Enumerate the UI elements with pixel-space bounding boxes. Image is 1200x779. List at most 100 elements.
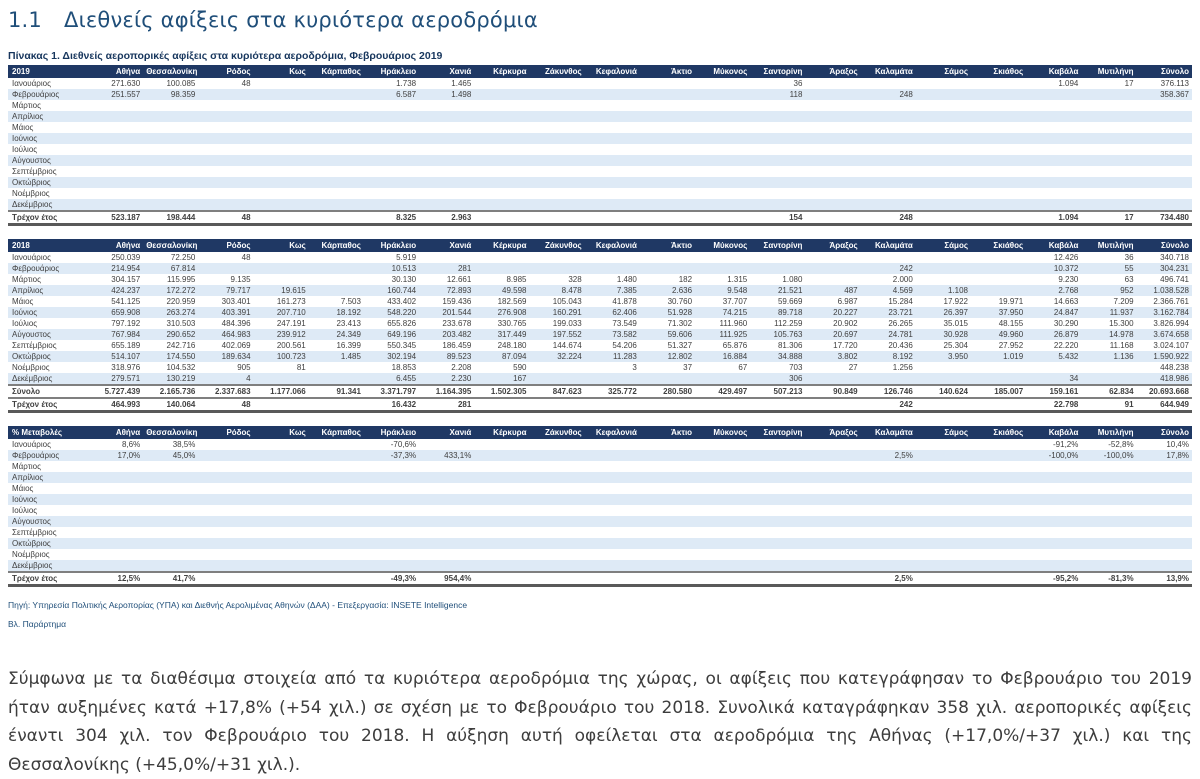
table-cell bbox=[143, 111, 199, 122]
table-cell bbox=[695, 472, 751, 483]
table-cell bbox=[750, 450, 806, 461]
table-cell: 734.480 bbox=[1136, 210, 1192, 226]
column-header: Ρόδος bbox=[198, 239, 254, 252]
table-cell bbox=[695, 494, 751, 505]
table-cell bbox=[1081, 461, 1136, 472]
table-cell bbox=[916, 505, 971, 516]
table-cell: 952 bbox=[1081, 285, 1137, 296]
table-cell bbox=[1081, 177, 1137, 188]
table-cell bbox=[309, 439, 364, 450]
table-cell bbox=[639, 373, 696, 385]
table-cell: 161.273 bbox=[276, 297, 306, 306]
table-cell bbox=[584, 111, 640, 122]
table-cell bbox=[363, 155, 420, 166]
table-cell: 72.893 bbox=[419, 285, 475, 296]
table-cell: 37 bbox=[683, 363, 693, 372]
table-cell bbox=[640, 549, 695, 560]
table-cell bbox=[971, 285, 1027, 296]
table-cell bbox=[530, 100, 585, 111]
table-cell: 3.802 bbox=[805, 351, 861, 362]
table-cell bbox=[253, 472, 309, 483]
table-cell bbox=[308, 285, 364, 296]
table-cell bbox=[971, 100, 1026, 111]
table-cell: 8.478 bbox=[529, 285, 585, 296]
table-cell: 34 bbox=[1026, 373, 1082, 385]
table-cell: 72.250 bbox=[170, 253, 196, 262]
table-cell bbox=[971, 252, 1026, 263]
column-header: Καβάλα bbox=[1026, 65, 1082, 78]
table-cell bbox=[143, 122, 198, 133]
column-header: Κεφαλονιά bbox=[584, 426, 640, 439]
table-cell bbox=[254, 122, 309, 133]
table-cell: 115.995 bbox=[167, 275, 196, 284]
table-cell: 1.136 bbox=[1081, 351, 1137, 362]
table-cell bbox=[419, 188, 474, 199]
table-cell bbox=[971, 397, 1027, 413]
table-cell bbox=[419, 111, 475, 122]
table-cell bbox=[805, 144, 860, 155]
table-cell bbox=[529, 210, 585, 226]
row-label: Μάιος bbox=[12, 484, 34, 493]
table-cell bbox=[474, 210, 530, 226]
table-cell bbox=[198, 571, 254, 587]
table-cell: 27 bbox=[848, 363, 858, 372]
table-cell bbox=[1026, 199, 1082, 211]
table-cell bbox=[750, 263, 806, 274]
table-cell bbox=[88, 188, 143, 199]
table-cell: 130.219 bbox=[143, 373, 199, 385]
table-cell: 100.085 bbox=[166, 79, 196, 88]
table-cell: 1.177.066 bbox=[253, 384, 309, 398]
table-cell bbox=[695, 549, 750, 560]
table-cell: 304.157 bbox=[111, 275, 141, 284]
table-cell bbox=[529, 373, 585, 385]
table-cell bbox=[253, 516, 309, 527]
table-cell bbox=[474, 199, 530, 211]
table-cell bbox=[309, 100, 364, 111]
table-cell: 10.513 bbox=[363, 263, 420, 274]
table-cell bbox=[419, 494, 475, 505]
table-cell bbox=[695, 461, 750, 472]
table-caption: Πίνακας 1. Διεθνείς αεροπορικές αφίξεις … bbox=[8, 50, 443, 62]
table-cell: 36 bbox=[793, 79, 803, 88]
table-cell bbox=[915, 111, 971, 122]
table-cell bbox=[915, 89, 971, 100]
table-cell: 250.039 bbox=[111, 253, 141, 262]
table-cell bbox=[254, 483, 309, 494]
table-cell bbox=[1026, 122, 1081, 133]
table-cell bbox=[585, 461, 640, 472]
table-cell bbox=[530, 439, 585, 450]
table-row: Μάρτιος bbox=[8, 100, 1192, 111]
column-header: Ηράκλειο bbox=[363, 239, 420, 252]
table-cell: 144.674 bbox=[552, 341, 582, 350]
table-cell bbox=[1026, 527, 1081, 538]
table-cell bbox=[915, 210, 971, 226]
table-cell bbox=[695, 166, 750, 177]
row-label: Ιούλιος bbox=[12, 319, 38, 328]
table-cell bbox=[309, 122, 364, 133]
table-cell bbox=[971, 274, 1026, 285]
table-cell bbox=[364, 527, 419, 538]
table-cell bbox=[530, 461, 585, 472]
table-cell bbox=[805, 252, 860, 263]
table-cell bbox=[88, 100, 143, 111]
table-cell bbox=[860, 155, 916, 166]
table-cell bbox=[584, 199, 640, 211]
table-cell bbox=[530, 549, 585, 560]
table-cell bbox=[529, 177, 585, 188]
table-cell: 48 bbox=[198, 210, 254, 226]
table-cell bbox=[971, 472, 1027, 483]
table-cell bbox=[309, 144, 364, 155]
table-cell: 703 bbox=[789, 363, 803, 372]
column-header: Κεφαλονιά bbox=[584, 65, 640, 78]
table-cell: 24.781 bbox=[860, 329, 916, 340]
table-cell bbox=[861, 505, 916, 516]
table-cell bbox=[750, 188, 805, 199]
table-cell bbox=[198, 494, 254, 505]
table-cell bbox=[364, 188, 419, 199]
table-cell bbox=[916, 461, 971, 472]
table-cell bbox=[1136, 516, 1192, 527]
table-cell: 67.814 bbox=[143, 263, 199, 274]
row-label: Ιούνιος bbox=[8, 133, 88, 144]
table-cell bbox=[254, 274, 309, 285]
table-cell: 87.094 bbox=[474, 351, 530, 362]
